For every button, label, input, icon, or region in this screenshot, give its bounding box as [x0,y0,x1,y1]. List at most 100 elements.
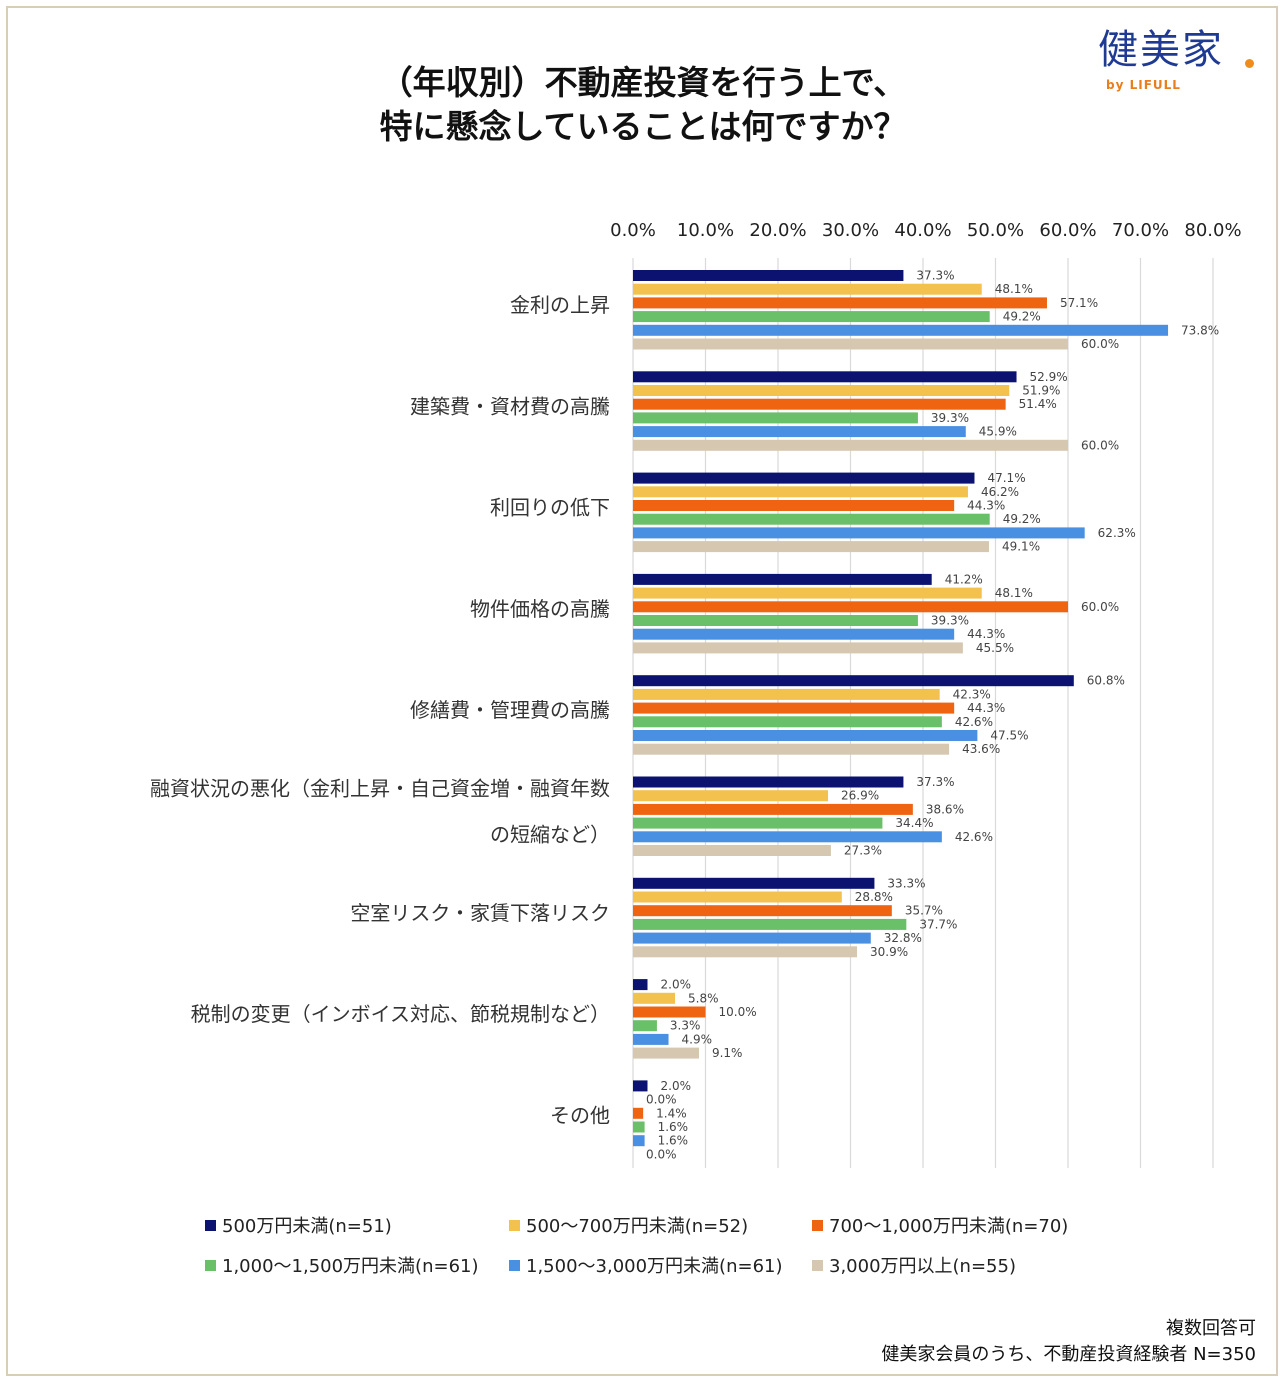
bar [633,716,942,728]
bar [633,324,1169,336]
x-tick-label: 20.0% [749,220,806,241]
x-tick-label: 10.0% [677,220,734,241]
data-label: 60.0% [1081,337,1119,351]
bar [633,628,955,640]
bar [633,270,904,281]
bar [633,615,918,626]
bar [633,601,1068,613]
category-label: 金利の上昇 [510,293,610,317]
bar [633,338,1068,350]
bar [633,992,676,1004]
data-label: 51.4% [1019,397,1057,411]
category-label: 修繕費・管理費の高騰 [410,698,610,722]
data-label: 28.8% [855,890,893,904]
data-label: 47.1% [987,471,1025,485]
data-label: 9.1% [712,1046,743,1060]
data-label: 0.0% [646,1147,677,1161]
x-tick-label: 0.0% [610,220,656,241]
bar [633,877,875,889]
data-label: 10.0% [719,1005,757,1019]
data-label: 37.3% [916,269,954,283]
data-label: 44.3% [967,627,1005,641]
data-label: 46.2% [981,485,1019,499]
bar [633,1080,648,1092]
bar [633,412,918,424]
bar [633,891,842,903]
bar [633,385,1010,396]
brand-logo: 健美家 by LIFULL [1098,26,1268,96]
data-label: 37.7% [919,917,957,931]
bar [633,905,892,917]
bar [633,573,932,585]
data-label: 3.3% [670,1019,701,1033]
x-tick-label: 80.0% [1184,220,1241,241]
data-label: 48.1% [995,586,1033,600]
data-label: 42.6% [955,830,993,844]
data-label: 45.9% [979,425,1017,439]
note-sample-size: 健美家会員のうち、不動産投資経験者 N=350 [881,1344,1256,1365]
bar [633,776,904,788]
data-label: 4.9% [682,1032,713,1046]
bar [633,426,966,438]
bar [633,932,871,944]
bar [633,527,1085,539]
category-label: 建築費・資材費の高騰 [410,394,610,418]
data-label: 30.9% [870,945,908,959]
data-label: 32.8% [884,931,922,945]
x-tick-label: 30.0% [822,220,879,241]
note-multiple-answers: 複数回答可 [1166,1318,1256,1339]
bar [633,790,829,802]
data-label: 2.0% [661,978,692,992]
chart-title-line2: 特に懸念していることは何ですか？ [379,107,907,146]
bar [633,1047,699,1059]
bar [633,311,990,323]
bar [633,486,968,498]
bar [633,817,883,829]
bar [633,1107,644,1119]
data-label: 62.3% [1098,526,1136,540]
bar [633,398,1006,410]
bar [633,439,1068,451]
data-label: 44.3% [967,499,1005,513]
bar [633,675,1074,687]
bar [633,1006,706,1018]
category-label: の短縮など） [490,823,610,847]
bar [633,803,913,815]
bar [633,1135,645,1147]
bar [633,918,907,930]
data-label: 41.2% [945,572,983,586]
data-label: 73.8% [1181,323,1219,337]
data-label: 33.3% [887,876,925,890]
logo-subtext: by LIFULL [1106,78,1181,92]
bar [633,1033,669,1045]
category-label: 税制の変更（インボイス対応、節税規制など） [191,1002,610,1026]
bar [633,702,955,714]
logo-wordmark: 健美家 [1098,27,1224,73]
data-label: 51.9% [1022,384,1060,398]
bar [633,979,648,991]
data-label: 47.5% [990,729,1028,743]
data-label: 42.3% [953,687,991,701]
data-label: 60.0% [1081,600,1119,614]
bar [633,730,978,741]
data-label: 44.3% [967,701,1005,715]
chart-title-line1: （年収別）不動産投資を行う上で、 [379,63,907,102]
category-label: 空室リスク・家賃下落リスク [350,901,610,925]
data-label: 52.9% [1030,370,1068,384]
data-label: 26.9% [841,789,879,803]
data-label: 0.0% [646,1093,677,1107]
category-label: 物件価格の高騰 [470,597,610,621]
data-label: 39.3% [931,614,969,628]
data-label: 1.6% [658,1134,689,1148]
bar [633,743,950,755]
data-label: 2.0% [661,1079,692,1093]
bar [633,831,942,843]
data-label: 34.4% [895,816,933,830]
data-label: 60.0% [1081,438,1119,452]
data-label: 27.3% [844,844,882,858]
data-label: 49.1% [1002,540,1040,554]
data-label: 43.6% [962,742,1000,756]
data-label: 35.7% [905,904,943,918]
category-label: 利回りの低下 [490,496,610,520]
